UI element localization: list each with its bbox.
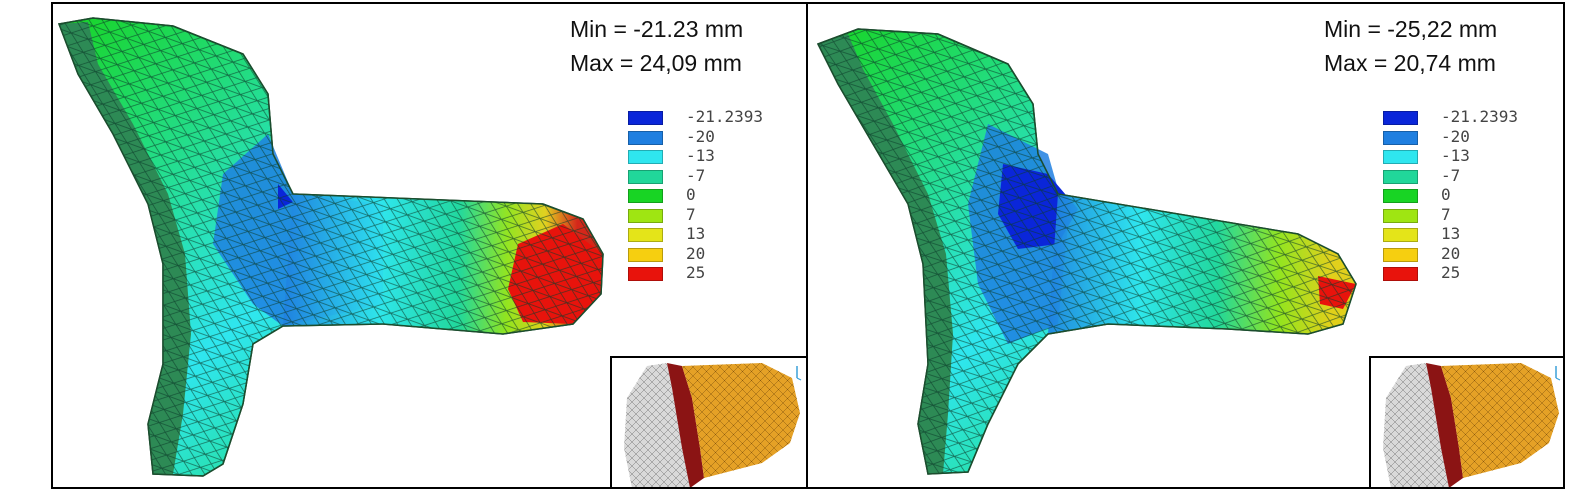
- legend-swatch: [1383, 208, 1418, 223]
- legend-label: 13: [686, 224, 706, 243]
- legend-swatch: [628, 111, 663, 125]
- legend-label: 20: [686, 243, 706, 263]
- legend-label: -20: [1441, 126, 1470, 146]
- legend-label: 25: [1441, 263, 1461, 282]
- result-panel-left: Min = -21.23 mm Max = 24,09 mm -21.2393 …: [51, 2, 808, 489]
- legend-swatch: [1383, 111, 1418, 125]
- deformation-mesh-left: [57, 17, 604, 477]
- legend-swatch: [628, 228, 663, 242]
- legend-swatch: [628, 130, 663, 145]
- model-inset-left: [610, 356, 806, 487]
- model-inset-right: [1369, 356, 1563, 487]
- legend-label: -13: [1441, 146, 1470, 165]
- legend-swatch: [1383, 169, 1418, 184]
- displacement-stats-right: Min = -25,22 mm Max = 20,74 mm: [1324, 12, 1497, 80]
- legend-swatch: [1383, 267, 1418, 281]
- legend-swatch: [628, 267, 663, 281]
- legend-label: -13: [686, 146, 715, 165]
- coordinate-triad-icon: [1555, 366, 1561, 381]
- legend-label: -21.2393: [686, 107, 764, 126]
- legend-label: 20: [1441, 243, 1461, 263]
- legend-swatch: [1383, 189, 1418, 203]
- legend-swatch: [628, 247, 663, 262]
- coordinate-triad-icon: [796, 366, 802, 381]
- max-value-label: Max = 20,74 mm: [1324, 50, 1496, 76]
- legend-swatch: [1383, 150, 1418, 164]
- legend-swatch: [628, 150, 663, 164]
- min-value-label: Min = -25,22 mm: [1324, 16, 1498, 42]
- legend-label: -7: [1441, 165, 1461, 185]
- result-panel-right: Min = -25,22 mm Max = 20,74 mm -21.2393 …: [806, 2, 1565, 489]
- legend-label: 0: [686, 185, 696, 204]
- model-overview-image: [624, 363, 800, 487]
- legend-swatch: [628, 208, 663, 223]
- model-overview-image: [1383, 363, 1559, 487]
- legend-label: -7: [686, 165, 706, 185]
- legend-label: 25: [686, 263, 706, 282]
- legend-label: 7: [686, 204, 696, 224]
- legend-swatch: [628, 189, 663, 203]
- legend-swatch: [1383, 130, 1418, 145]
- legend-label: 0: [1441, 185, 1451, 204]
- legend-label: 13: [1441, 224, 1461, 243]
- legend-swatch: [1383, 228, 1418, 242]
- legend-swatch: [628, 169, 663, 184]
- displacement-stats-left: Min = -21.23 mm Max = 24,09 mm: [570, 12, 743, 80]
- legend-label: 7: [1441, 204, 1451, 224]
- legend-swatch: [1383, 247, 1418, 262]
- min-value-label: Min = -21.23 mm: [570, 16, 744, 42]
- max-value-label: Max = 24,09 mm: [570, 50, 742, 76]
- deformation-mesh-right: [816, 28, 1357, 475]
- legend-label: -20: [686, 126, 715, 146]
- legend-label: -21.2393: [1441, 107, 1519, 126]
